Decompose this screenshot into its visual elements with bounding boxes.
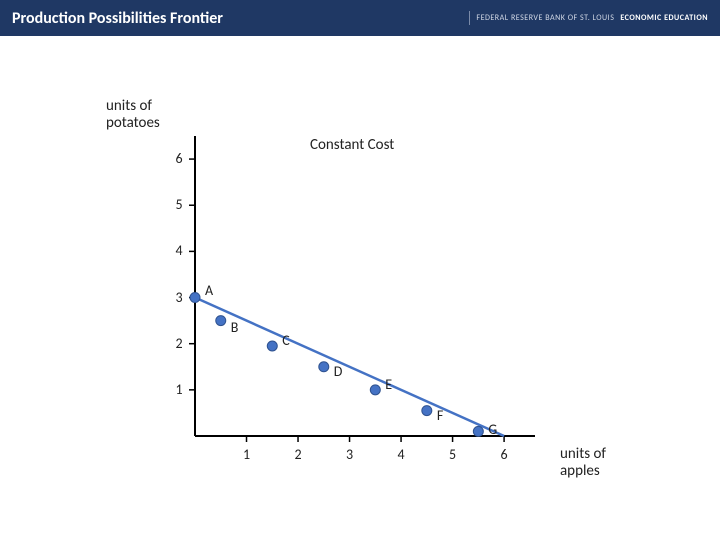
x-axis-label: units ofapples — [560, 446, 606, 481]
y-tick-label: 4 — [171, 242, 187, 259]
x-tick-label: 5 — [445, 446, 461, 463]
page-title: Production Possibilities Frontier — [12, 9, 223, 28]
point-label: A — [205, 282, 213, 299]
y-axis-label: units ofpotatoes — [106, 98, 160, 133]
y-tick-label: 5 — [171, 196, 187, 213]
x-tick-label: 4 — [393, 446, 409, 463]
brand-prefix: FEDERAL RESERVE BANK OF ST. LOUIS — [476, 13, 614, 23]
chart-title: Constant Cost — [310, 136, 394, 154]
x-tick-label: 6 — [496, 446, 512, 463]
y-tick-label: 2 — [171, 335, 187, 352]
x-tick-label: 3 — [342, 446, 358, 463]
y-tick-label: 1 — [171, 381, 187, 398]
point-label: F — [437, 407, 443, 424]
brand: FEDERAL RESERVE BANK OF ST. LOUIS ECONOM… — [469, 11, 708, 25]
x-tick-label: 2 — [290, 446, 306, 463]
x-tick-label: 1 — [239, 446, 255, 463]
brand-suffix: ECONOMIC EDUCATION — [620, 13, 708, 23]
chart-area: units ofpotatoes units ofapples Constant… — [0, 36, 720, 540]
point-label: E — [385, 376, 392, 393]
point-label: C — [282, 332, 289, 349]
point-label: B — [231, 319, 239, 336]
y-tick-label: 3 — [171, 289, 187, 306]
point-label: D — [334, 363, 343, 380]
brand-divider — [469, 11, 470, 25]
header-bar: Production Possibilities Frontier FEDERA… — [0, 0, 720, 36]
y-tick-label: 6 — [171, 150, 187, 167]
point-label: G — [488, 421, 497, 438]
